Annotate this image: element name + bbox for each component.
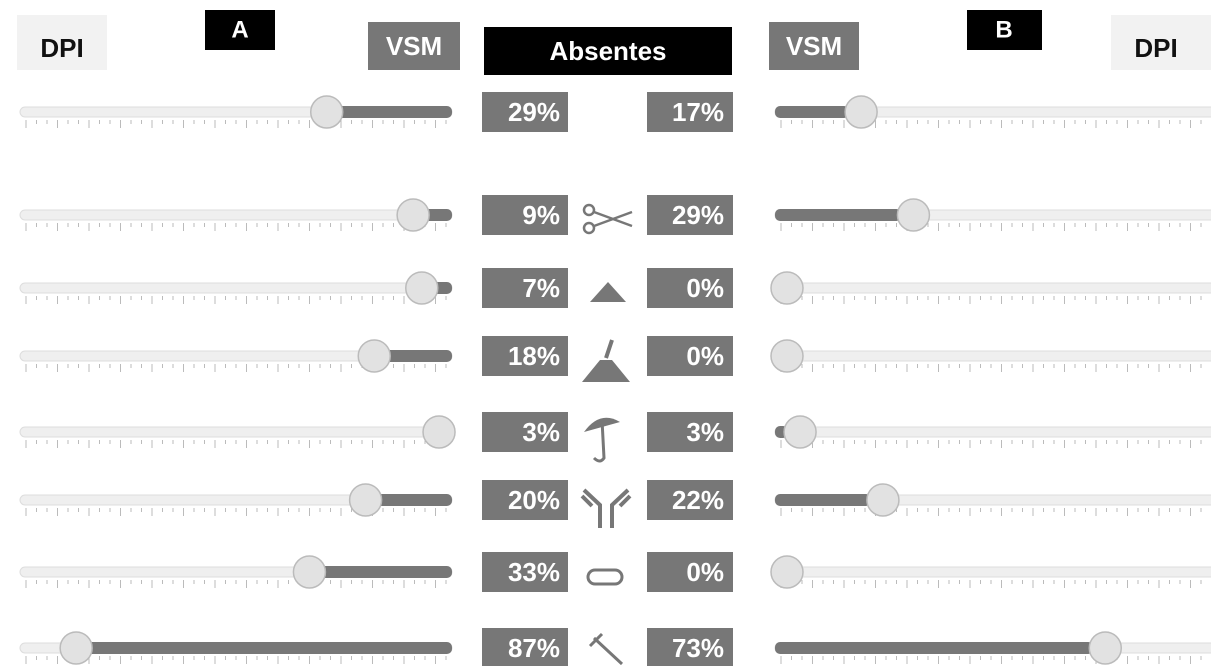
slider-track: [19, 282, 453, 294]
slider-fill: [775, 106, 850, 118]
percent-box: [647, 268, 733, 308]
panel-a-label: A: [231, 17, 248, 44]
percent-label: 0%: [686, 341, 724, 371]
percent-box: [647, 92, 733, 132]
percent-box: [482, 195, 568, 235]
percent-label: 73%: [672, 633, 724, 663]
panel-b-box: [967, 10, 1042, 50]
slider-track: [19, 426, 453, 438]
volcano-icon: [582, 339, 630, 382]
syringe-icon: [588, 632, 624, 666]
slider-knob: [405, 271, 439, 305]
percent-label: 87%: [508, 633, 560, 663]
percent-box: [647, 195, 733, 235]
percent-label: 0%: [686, 557, 724, 587]
slider-knob: [348, 483, 383, 517]
percent-box: [482, 628, 568, 666]
slider-knob: [866, 483, 900, 517]
percent-label: 3%: [686, 417, 724, 447]
slider-knob: [770, 339, 804, 373]
slider-knob: [357, 339, 391, 373]
absentes-label: Absentes: [549, 36, 666, 66]
percent-box: [647, 480, 733, 520]
percent-label: 0%: [686, 273, 724, 303]
slider-track: [774, 282, 1211, 294]
slider-knob: [1088, 631, 1123, 665]
percent-box: [482, 336, 568, 376]
panel-b-label: B: [995, 17, 1012, 44]
dpi-box: [1111, 15, 1211, 70]
slider-fill: [775, 494, 871, 506]
panel-a-box: [205, 10, 275, 50]
slider-fill: [309, 566, 452, 578]
percent-label: 3%: [522, 417, 560, 447]
vsm-label: VSM: [386, 31, 442, 61]
percent-box: [647, 552, 733, 592]
percent-label: 22%: [672, 485, 724, 515]
slider-track: [19, 209, 453, 221]
percent-box: [482, 92, 568, 132]
slider-knob: [422, 415, 456, 449]
slider-fill: [775, 642, 1094, 654]
percent-box: [482, 552, 568, 592]
slider-fill: [374, 350, 452, 362]
slider-knob: [309, 95, 344, 129]
dpi-box: [17, 15, 107, 70]
slider-knob: [396, 198, 430, 232]
mountain-icon: [590, 282, 626, 302]
percent-box: [647, 628, 733, 666]
percent-box: [647, 412, 733, 452]
percent-label: 20%: [508, 485, 560, 515]
vsm-box: [769, 22, 859, 70]
slider-knob: [896, 198, 931, 232]
percent-label: 18%: [508, 341, 560, 371]
percent-label: 33%: [508, 557, 560, 587]
slider-knob: [770, 555, 804, 589]
slider-knob: [770, 271, 804, 305]
percent-box: [482, 268, 568, 308]
percent-box: [647, 336, 733, 376]
umbrella-icon: [584, 417, 620, 463]
slider-track: [774, 350, 1211, 362]
slider-track: [774, 426, 1211, 438]
percent-label: 29%: [508, 97, 560, 127]
slider-fill: [365, 494, 452, 506]
slider-knob: [783, 415, 817, 449]
antibody-icon: [580, 488, 632, 528]
percent-label: 29%: [672, 200, 724, 230]
percent-label: 9%: [522, 200, 560, 230]
pill-icon: [586, 568, 624, 586]
vsm-label: VSM: [786, 31, 842, 61]
icons: [580, 203, 633, 666]
percent-box: [482, 480, 568, 520]
dpi-label: DPI: [40, 33, 83, 63]
vsm-box: [368, 22, 460, 70]
dpi-label: DPI: [1134, 33, 1177, 63]
slider-fill: [326, 106, 452, 118]
slider-fill: [76, 642, 452, 654]
slider-knob: [59, 631, 93, 665]
slider-track: [774, 566, 1211, 578]
slider-fill: [775, 209, 902, 221]
slider-knob: [844, 95, 878, 129]
percent-label: 7%: [522, 273, 560, 303]
slider-knob: [292, 555, 327, 589]
percent-box: [482, 412, 568, 452]
absentes-box: [484, 27, 732, 75]
percent-label: 17%: [672, 97, 724, 127]
scissors-icon: [582, 203, 633, 235]
